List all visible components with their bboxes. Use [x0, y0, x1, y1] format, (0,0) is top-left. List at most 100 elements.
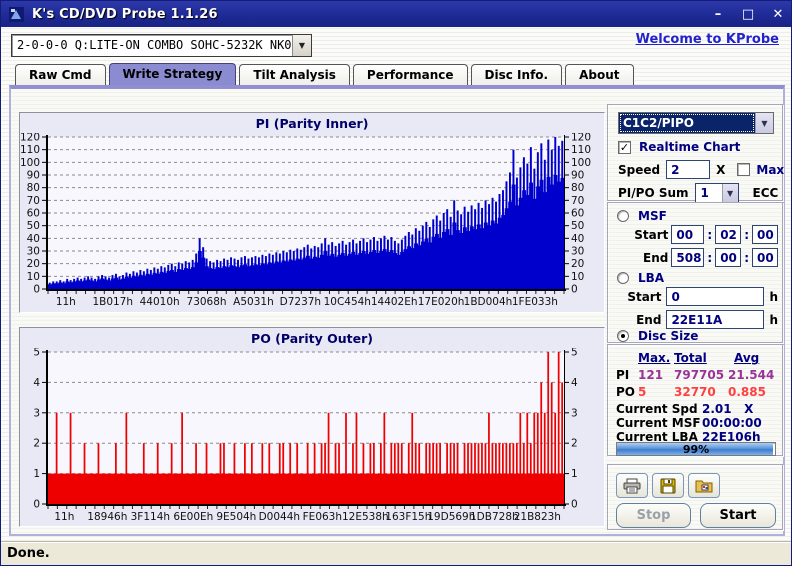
lba-start-input[interactable] — [666, 287, 765, 306]
statistics-group: Max. Total Avg PI 121 797705 21.544 PO 5… — [607, 344, 783, 456]
msf-separator: : — [707, 250, 713, 265]
pi-chart-plot: 0 0 10 10 20 20 30 30 40 40 50 50 60 60 70 70 80 80 90 90 10… — [20, 132, 604, 314]
po-row-label: PO — [616, 385, 635, 399]
lba-end-input[interactable] — [666, 310, 765, 329]
svg-text:20: 20 — [571, 258, 584, 270]
progress-percent: 99% — [682, 443, 710, 456]
pipo-sum-label: PI/PO Sum — [618, 186, 689, 200]
print-button[interactable] — [616, 473, 648, 498]
welcome-link[interactable]: Welcome to KProbe — [635, 32, 779, 47]
svg-text:10C454h: 10C454h — [324, 296, 371, 308]
svg-text:120: 120 — [20, 133, 40, 144]
lba-start-label: Start — [627, 289, 662, 304]
svg-text:40: 40 — [571, 233, 584, 245]
mode-select-value: C1C2/PIPO — [619, 113, 755, 133]
svg-text:D0044h: D0044h — [259, 511, 300, 523]
tab-performance[interactable]: Performance — [352, 64, 468, 85]
minimize-button[interactable]: – — [714, 6, 722, 22]
svg-text:5: 5 — [571, 348, 578, 359]
lba-radio[interactable] — [617, 272, 629, 284]
svg-text:90: 90 — [27, 170, 40, 182]
svg-text:6E00Eh: 6E00Eh — [173, 511, 213, 523]
ecc-label: ECC — [752, 186, 779, 200]
lba-label: LBA — [638, 271, 665, 285]
svg-text:0: 0 — [571, 284, 578, 296]
msf-start-sec-input[interactable] — [715, 225, 742, 244]
close-button[interactable]: ✕ — [772, 6, 784, 22]
speed-unit-label: X — [716, 162, 726, 177]
svg-text:3: 3 — [33, 407, 40, 419]
max-speed-checkbox[interactable] — [737, 163, 751, 176]
drive-select-dropdown-button[interactable]: ▼ — [292, 35, 311, 56]
svg-text:10: 10 — [27, 271, 40, 283]
svg-text:3: 3 — [571, 407, 578, 419]
po-chart-title: PO (Parity Outer) — [251, 331, 373, 346]
msf-start-frame-input[interactable] — [752, 225, 778, 244]
disc-size-label: Disc Size — [638, 329, 699, 343]
svg-text:163F15h: 163F15h — [385, 511, 431, 523]
svg-text:FE063h: FE063h — [303, 511, 342, 523]
save-button[interactable] — [652, 473, 684, 498]
chevron-down-icon: ▼ — [298, 41, 306, 50]
svg-text:1: 1 — [571, 468, 578, 480]
svg-text:80: 80 — [571, 182, 584, 194]
realtime-chart-label: Realtime Chart — [639, 140, 741, 154]
progress-bar: 99% — [616, 442, 776, 456]
msf-end-frame-input[interactable] — [752, 248, 778, 267]
tab-about[interactable]: About — [565, 64, 634, 85]
svg-text:1BD004h: 1BD004h — [464, 296, 513, 308]
mode-select-dropdown-button[interactable]: ▼ — [755, 113, 773, 133]
stats-header-avg: Avg — [734, 351, 760, 365]
range-settings-group: MSF Start : : End : : LBA Start h — [607, 202, 783, 343]
lba-start-unit: h — [769, 289, 778, 304]
svg-text:120: 120 — [571, 133, 591, 144]
svg-text:5: 5 — [33, 348, 40, 359]
tab-write-strategy[interactable]: Write Strategy — [108, 63, 237, 85]
svg-text:60: 60 — [27, 208, 40, 220]
chevron-down-icon: ▼ — [761, 118, 768, 128]
chevron-down-icon: ▼ — [726, 188, 734, 198]
svg-text:30: 30 — [27, 246, 40, 258]
stats-header-max: Max. — [638, 351, 671, 365]
mode-select[interactable]: C1C2/PIPO ▼ — [618, 112, 774, 134]
msf-radio[interactable] — [617, 210, 629, 222]
status-bar: Done. — [1, 541, 791, 565]
svg-text:12E538h: 12E538h — [342, 511, 389, 523]
pi-total-value: 797705 — [674, 368, 725, 382]
current-lba-label: Current LBA — [616, 430, 698, 444]
msf-label: MSF — [638, 209, 667, 223]
svg-text:100: 100 — [20, 157, 40, 169]
msf-separator: : — [707, 227, 713, 242]
msf-end-min-input[interactable] — [671, 248, 705, 267]
drive-select-value: 2-0-0-0 Q:LITE-ON COMBO SOHC-5232K NK07 — [17, 38, 292, 52]
start-button[interactable]: Start — [700, 503, 776, 528]
disc-size-radio[interactable] — [617, 330, 629, 342]
maximize-button[interactable]: □ — [741, 6, 755, 22]
svg-text:70: 70 — [571, 195, 584, 207]
pipo-sum-select[interactable]: 1 ▼ — [694, 183, 739, 203]
svg-text:50: 50 — [571, 220, 584, 232]
svg-text:100: 100 — [571, 157, 591, 169]
svg-text:14402Eh: 14402Eh — [371, 296, 418, 308]
msf-start-min-input[interactable] — [671, 225, 705, 244]
svg-text:4: 4 — [571, 377, 578, 389]
svg-text:110: 110 — [571, 144, 591, 156]
tab-disc-info[interactable]: Disc Info. — [470, 64, 563, 85]
svg-text:20: 20 — [27, 258, 40, 270]
export-image-button[interactable] — [688, 473, 720, 498]
stop-button[interactable]: Stop — [616, 503, 691, 528]
msf-end-sec-input[interactable] — [715, 248, 742, 267]
speed-input[interactable] — [666, 160, 711, 179]
drive-select[interactable]: 2-0-0-0 Q:LITE-ON COMBO SOHC-5232K NK07 … — [11, 34, 312, 57]
svg-text:40: 40 — [27, 233, 40, 245]
svg-text:21B823h: 21B823h — [514, 511, 561, 523]
app-icon — [9, 6, 24, 22]
title-bar: K's CD/DVD Probe 1.1.26 – □ ✕ — [1, 1, 791, 27]
pipo-sum-dropdown-button[interactable]: ▼ — [721, 184, 738, 202]
realtime-chart-checkbox[interactable]: ✓ — [618, 140, 631, 154]
tab-tilt-analysis[interactable]: Tilt Analysis — [239, 64, 350, 85]
tab-raw-cmd[interactable]: Raw Cmd — [15, 64, 106, 85]
save-floppy-icon — [660, 478, 676, 493]
svg-text:30: 30 — [571, 246, 584, 258]
